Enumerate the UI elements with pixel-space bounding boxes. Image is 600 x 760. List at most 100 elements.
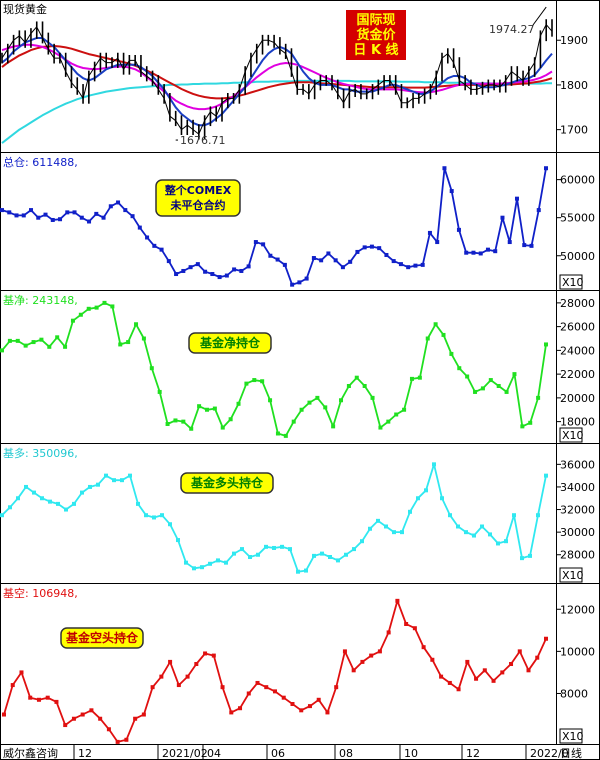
data-point xyxy=(7,338,12,343)
data-point xyxy=(544,473,548,478)
data-point xyxy=(253,240,258,245)
data-point xyxy=(420,262,425,267)
data-point xyxy=(160,513,164,518)
data-point xyxy=(28,695,33,700)
y-tick-label-4-1: 10000 xyxy=(560,645,595,658)
data-point xyxy=(307,400,312,405)
data-point xyxy=(509,662,514,666)
multiplier-tag-box-4 xyxy=(559,728,583,744)
data-point xyxy=(334,685,339,690)
data-point xyxy=(342,649,347,654)
data-point xyxy=(72,210,77,215)
data-point xyxy=(130,214,135,219)
y-tick-label-2-2: 24000 xyxy=(560,344,595,357)
data-point xyxy=(260,379,265,384)
data-point xyxy=(181,268,186,273)
data-point xyxy=(184,560,188,565)
panel-header-4: 基空: 106948, xyxy=(3,586,78,600)
data-point xyxy=(493,249,498,254)
data-point xyxy=(544,342,548,347)
series-title-1-line-1: 未平仓合约 xyxy=(170,198,226,212)
data-point xyxy=(449,189,454,194)
data-point xyxy=(398,262,403,267)
data-point xyxy=(185,674,190,679)
y-tick-label-0-2: 1700 xyxy=(560,124,588,137)
data-point xyxy=(65,210,70,215)
data-point xyxy=(312,553,316,558)
price-bars xyxy=(1,19,553,140)
data-point xyxy=(133,716,138,721)
data-point xyxy=(528,420,533,425)
data-point xyxy=(29,208,34,213)
multiplier-tag-box-3 xyxy=(559,567,583,583)
data-point xyxy=(488,378,493,383)
x-tick-label-5: 10 xyxy=(404,747,418,760)
data-point xyxy=(376,518,380,523)
data-point xyxy=(500,670,505,675)
data-point xyxy=(465,374,470,379)
data-point xyxy=(72,501,76,506)
multiplier-tag-4: X10 xyxy=(562,730,584,743)
data-point xyxy=(2,712,6,717)
x-tick-label-6: 12 xyxy=(466,747,480,760)
data-point xyxy=(344,552,348,557)
data-point xyxy=(433,322,438,327)
data-point xyxy=(323,405,328,410)
multiplier-tag-box-1 xyxy=(559,274,583,290)
data-point xyxy=(377,246,382,251)
data-point xyxy=(386,630,391,635)
series-title-box-1 xyxy=(155,179,241,217)
y-tick-label-2-5: 18000 xyxy=(560,416,595,429)
x-tick-label-1: 2021/02 xyxy=(162,747,208,760)
data-point xyxy=(88,484,92,489)
data-point xyxy=(328,555,332,560)
data-point xyxy=(210,272,215,277)
data-point xyxy=(176,538,180,543)
data-point xyxy=(43,212,48,217)
data-point xyxy=(291,419,296,424)
title-box xyxy=(346,10,406,60)
data-point xyxy=(7,210,12,215)
data-point xyxy=(188,265,193,270)
multiplier-tag-2: X10 xyxy=(562,429,584,442)
data-point xyxy=(320,551,324,556)
data-point xyxy=(384,524,388,529)
series-title-1-line-0: 整个COMEX xyxy=(164,183,232,197)
data-point xyxy=(465,659,470,664)
data-point xyxy=(176,683,181,688)
data-point xyxy=(238,706,243,711)
data-point xyxy=(340,265,345,270)
data-point xyxy=(204,407,209,412)
y-tick-label-1-2: 50000 xyxy=(560,250,595,263)
series-title-3: 基金多头持仓 xyxy=(190,475,264,490)
data-point xyxy=(217,275,222,280)
data-point xyxy=(197,404,202,409)
data-point xyxy=(236,401,241,406)
data-point xyxy=(520,424,525,429)
data-point xyxy=(229,710,234,715)
data-point xyxy=(79,215,84,220)
data-point xyxy=(536,208,541,213)
x-tick-label-3: 06 xyxy=(271,747,285,760)
price-close-line xyxy=(1,24,553,135)
footer-brand: 威尔鑫咨询 xyxy=(3,746,58,760)
data-point xyxy=(408,509,412,514)
data-point xyxy=(54,699,59,704)
data-point xyxy=(448,513,452,518)
data-point xyxy=(425,336,430,341)
data-point xyxy=(165,422,170,426)
data-point xyxy=(395,598,400,603)
data-point xyxy=(174,272,179,277)
data-point xyxy=(157,389,162,394)
data-point xyxy=(288,547,292,552)
series-title-4: 基金空头持仓 xyxy=(65,630,139,645)
data-point xyxy=(268,398,273,403)
y-tick-label-0-1: 1800 xyxy=(560,79,588,92)
data-point xyxy=(45,695,50,700)
panel-header-1: 总仓: 611488, xyxy=(3,155,78,169)
data-point xyxy=(70,318,75,323)
data-point xyxy=(21,213,26,218)
data-point xyxy=(456,227,461,232)
data-point xyxy=(449,351,454,356)
data-point xyxy=(417,375,422,380)
